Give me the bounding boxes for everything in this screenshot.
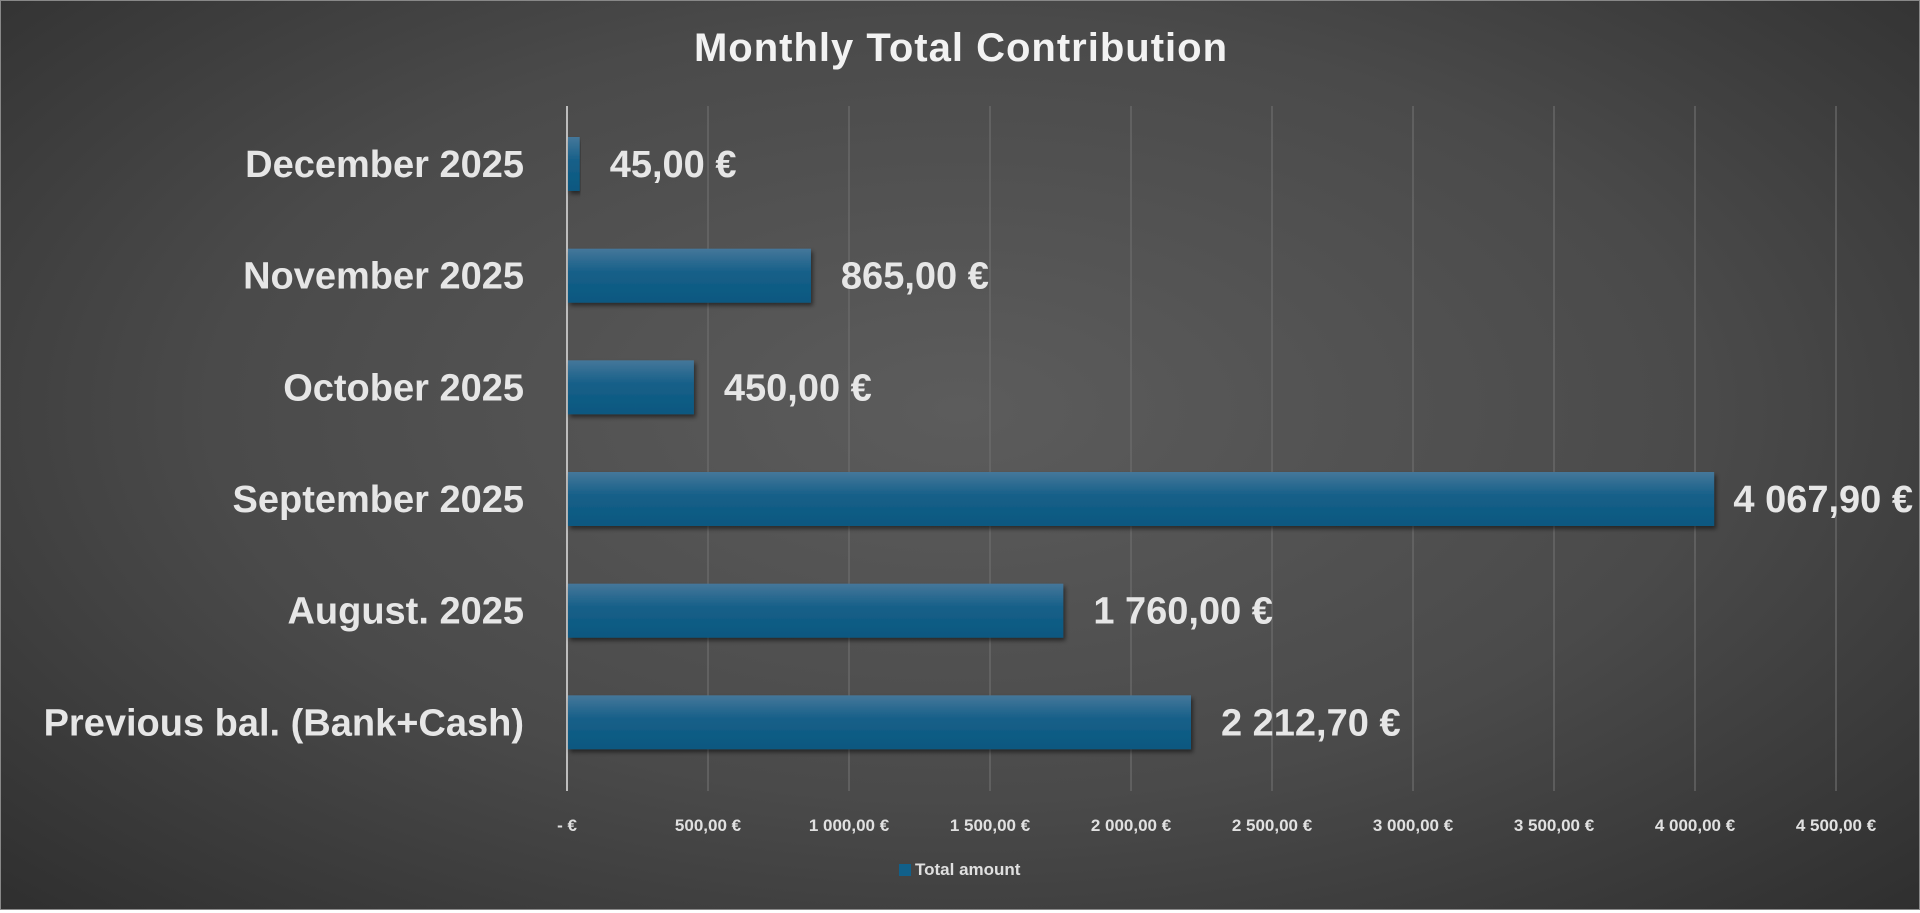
bar — [568, 360, 694, 415]
category-label: October 2025 — [283, 367, 524, 409]
bar — [568, 583, 1064, 638]
category-label: December 2025 — [245, 144, 524, 186]
x-tick-label: 2 500,00 € — [1232, 816, 1313, 835]
data-label: 1 760,00 € — [1093, 591, 1273, 633]
data-label: 865,00 € — [841, 256, 989, 298]
x-tick-label: - € — [557, 816, 577, 835]
data-label: 45,00 € — [610, 144, 737, 186]
data-label: 450,00 € — [724, 367, 872, 409]
chart-title: Monthly Total Contribution — [694, 26, 1228, 70]
x-tick-label: 3 000,00 € — [1373, 816, 1454, 835]
x-tick-label: 1 000,00 € — [809, 816, 890, 835]
category-label: Previous bal. (Bank+Cash) — [44, 702, 524, 744]
x-tick-label: 3 500,00 € — [1514, 816, 1595, 835]
x-tick-label: 1 500,00 € — [950, 816, 1031, 835]
bar — [568, 248, 811, 303]
legend-label: Total amount — [915, 860, 1021, 879]
data-label: 4 067,90 € — [1733, 479, 1913, 521]
bar — [568, 695, 1191, 750]
category-label: September 2025 — [233, 479, 525, 521]
bar — [568, 137, 580, 191]
x-tick-label: 500,00 € — [675, 816, 742, 835]
x-tick-label: 4 000,00 € — [1655, 816, 1736, 835]
bar — [568, 472, 1715, 526]
category-label: November 2025 — [243, 256, 524, 298]
x-tick-label: 4 500,00 € — [1796, 816, 1877, 835]
data-label: 2 212,70 € — [1221, 702, 1401, 744]
category-label: August. 2025 — [287, 591, 524, 633]
x-tick-label: 2 000,00 € — [1091, 816, 1172, 835]
legend-swatch — [899, 864, 911, 876]
